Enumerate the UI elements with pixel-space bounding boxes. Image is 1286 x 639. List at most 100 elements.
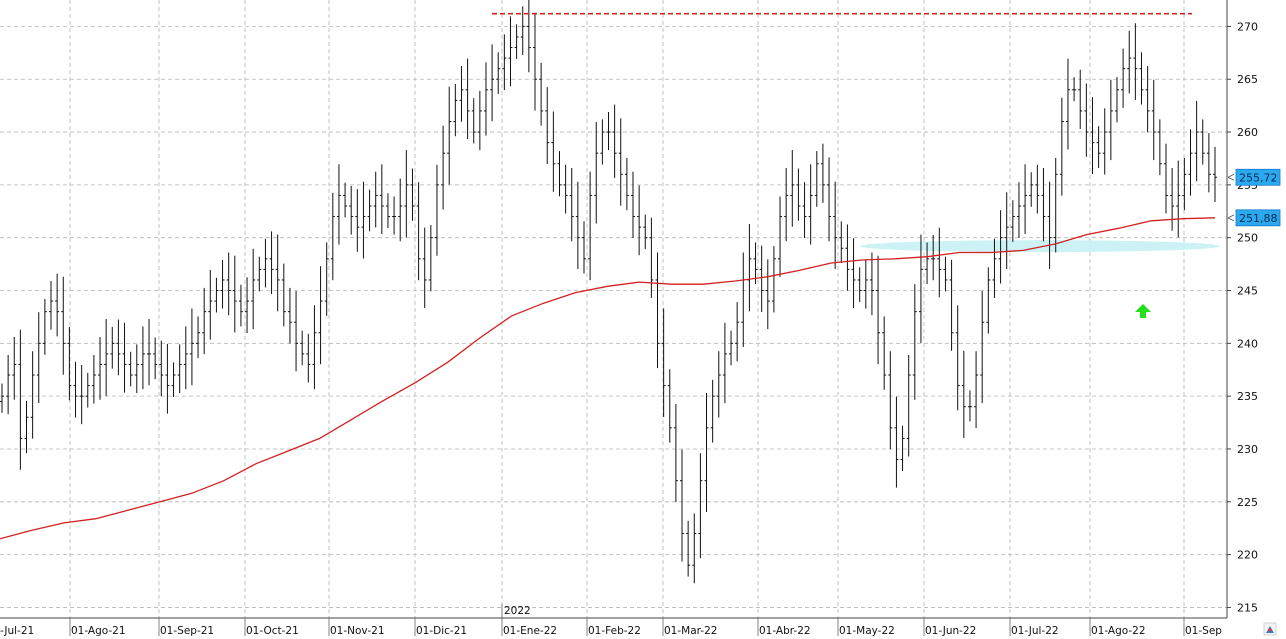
- ohlc-bar: [827, 157, 832, 242]
- ohlc-bar: [1010, 200, 1015, 242]
- ohlc-bar: [1182, 157, 1187, 211]
- ohlc-bar: [618, 118, 623, 206]
- ohlc-bar: [759, 245, 764, 312]
- ohlc-bar: [257, 256, 262, 292]
- ohlc-bar: [778, 196, 783, 277]
- ohlc-bar: [1200, 119, 1205, 165]
- ohlc-bar: [649, 217, 654, 299]
- ohlc-bar: [845, 224, 850, 291]
- settings-icon[interactable]: [1263, 622, 1277, 636]
- ohlc-bar: [159, 340, 164, 397]
- ohlc-bar: [373, 171, 378, 228]
- y-axis-labels: 215220225230235240245250255260265270: [1227, 20, 1258, 614]
- price-badge-pointer: [1227, 214, 1235, 222]
- ohlc-bar: [496, 52, 501, 94]
- ohlc-bar: [116, 319, 121, 376]
- ohlc-bar: [343, 182, 348, 218]
- ohlc-bar: [287, 287, 292, 344]
- ohlc-bar: [18, 329, 23, 470]
- ohlc-bar: [839, 221, 844, 263]
- ohlc-bar: [336, 164, 341, 245]
- x-tick-label: 01-May-22: [839, 625, 895, 637]
- ohlc-bar: [551, 111, 556, 192]
- ohlc-bar: [134, 344, 139, 394]
- ohlc-bar: [465, 58, 470, 139]
- ohlc-bar: [967, 390, 972, 422]
- ohlc-bar: [128, 351, 133, 387]
- ohlc-bar: [612, 104, 617, 178]
- ohlc-bar: [508, 16, 513, 87]
- ohlc-bar: [1114, 77, 1119, 123]
- ohlc-bar: [851, 238, 856, 308]
- ohlc-bar: [502, 34, 507, 91]
- ohlc-bar: [98, 336, 103, 400]
- price-badge-label: 255,72: [1239, 171, 1278, 184]
- ohlc-bar: [526, 0, 531, 73]
- ohlc-bar: [961, 350, 966, 439]
- ohlc-bar: [863, 259, 868, 309]
- price-badge-box: [1235, 168, 1281, 186]
- ohlc-bar: [974, 351, 979, 429]
- ohlc-bar: [753, 242, 758, 285]
- ohlc-bar: [312, 305, 317, 390]
- ohlc-bar: [735, 302, 740, 362]
- x-tick-label: 01-Ago-21: [71, 625, 126, 637]
- grid-lines: [0, 0, 1227, 618]
- ohlc-bar: [355, 189, 360, 252]
- ohlc-bar: [306, 333, 311, 383]
- ohlc-bar: [949, 259, 954, 351]
- ohlc-bar: [1065, 58, 1070, 150]
- ohlc-bar: [398, 178, 403, 242]
- ohlc-bar: [906, 354, 911, 457]
- ohlc-bar: [937, 227, 942, 298]
- ohlc-bar: [569, 167, 574, 242]
- support-zone: [860, 240, 1220, 253]
- ohlc-bar: [857, 267, 862, 302]
- y-tick-label: 220: [1237, 549, 1258, 562]
- ohlc-bar: [1194, 100, 1199, 182]
- ohlc-bar: [1035, 164, 1040, 214]
- y-tick-label: 260: [1237, 126, 1258, 139]
- ohlc-bar: [1072, 77, 1077, 102]
- ohlc-bar: [404, 150, 409, 238]
- x-tick-label: 01-Sep-21: [160, 625, 214, 637]
- ohlc-bar: [208, 269, 213, 340]
- ohlc-bar: [1004, 192, 1009, 270]
- ohlc-bar: [153, 337, 158, 380]
- y-tick-label: 250: [1237, 232, 1258, 245]
- ohlc-bar: [441, 125, 446, 210]
- x-tick-label: 01-Dic-21: [416, 625, 467, 637]
- x-tick-label: 01-Sep: [1185, 625, 1222, 637]
- ohlc-bar: [434, 164, 439, 256]
- x-tick-label: 01-Jul-22: [1011, 625, 1059, 637]
- ohlc-bar: [692, 513, 697, 584]
- price-badges: 255,72 251,88: [1227, 168, 1281, 227]
- ohlc-bar: [379, 164, 384, 235]
- ohlc-bar: [1163, 143, 1168, 214]
- ohlc-bar: [269, 231, 274, 295]
- ohlc-bar: [643, 214, 648, 250]
- ohlc-bar: [447, 86, 452, 185]
- ohlc-bar: [140, 326, 145, 390]
- ohlc-bar: [104, 319, 109, 396]
- x-tick-label: 01-Oct-21: [246, 625, 299, 637]
- ohlc-bar: [765, 259, 770, 330]
- ohlc-bar: [196, 316, 201, 359]
- ohlc-bar: [1023, 164, 1028, 235]
- x-tick-label: 01-Abr-22: [759, 625, 811, 637]
- y-tick-label: 235: [1237, 390, 1258, 403]
- ohlc-bar: [30, 351, 35, 439]
- ohlc-bar: [171, 362, 176, 397]
- ohlc-bar: [955, 305, 960, 411]
- ohlc-bar: [833, 181, 838, 270]
- ohlc-bar: [796, 168, 801, 221]
- x-tick-label: 01-Ene-22: [503, 625, 557, 637]
- moving-average-line: [0, 217, 1216, 540]
- y-tick-label: 230: [1237, 443, 1258, 456]
- ohlc-bar: [814, 151, 819, 207]
- up-arrow-shape: [1135, 304, 1151, 318]
- ohlc-bar: [453, 83, 458, 137]
- ohlc-bar: [416, 182, 421, 281]
- ohlc-bar: [588, 171, 593, 281]
- ohlc-bar: [1121, 48, 1126, 108]
